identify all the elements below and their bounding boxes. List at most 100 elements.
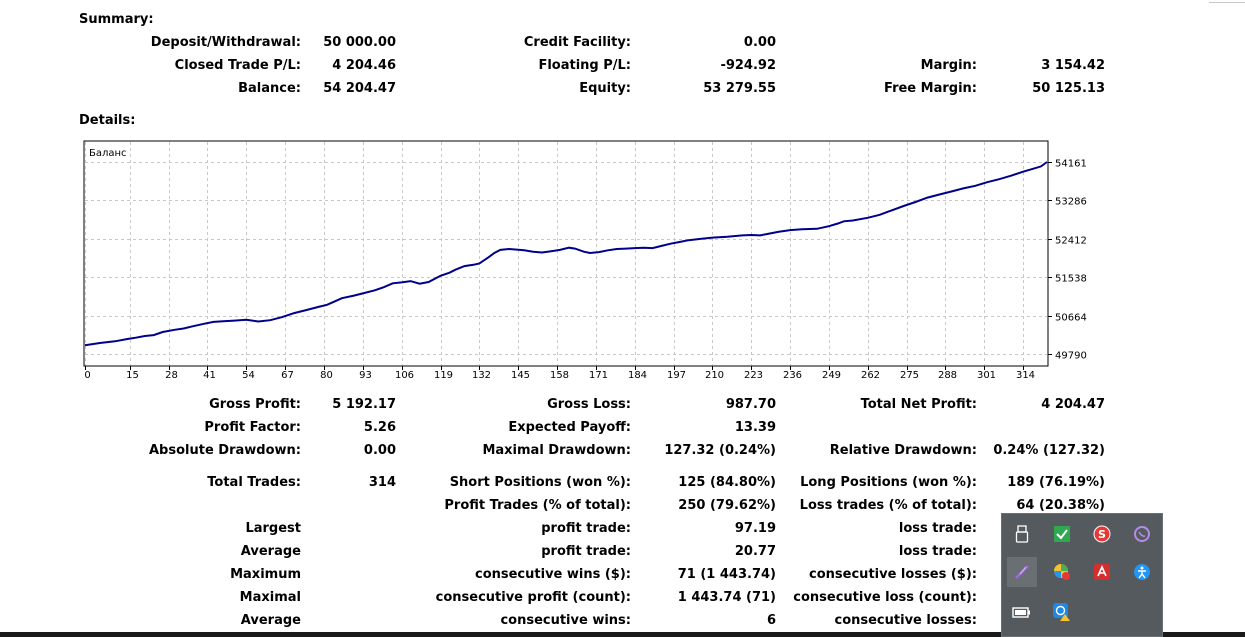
total-net-profit-label: Total Net Profit: — [860, 397, 977, 412]
details-header: Details: — [79, 113, 136, 128]
maximal-cons-loss-label: consecutive loss (count): — [793, 590, 977, 605]
checkmark-icon[interactable] — [1050, 522, 1074, 546]
credit-value: 0.00 — [743, 35, 776, 50]
y-tick-label: 50664 — [1055, 313, 1087, 324]
chart-frame — [83, 140, 1049, 367]
deposit-value: 50 000.00 — [323, 35, 396, 50]
relative-drawdown-label: Relative Drawdown: — [829, 443, 977, 458]
long-positions-value: 189 (76.19%) — [1007, 475, 1105, 490]
average-label: Average — [240, 544, 301, 559]
largest-label: Largest — [245, 521, 301, 536]
acrobat-icon[interactable] — [1090, 560, 1114, 584]
credit-label: Credit Facility: — [523, 35, 631, 50]
system-tray-overflow: S — [1001, 513, 1163, 637]
free-margin-value: 50 125.13 — [1032, 81, 1105, 96]
deposit-label: Deposit/Withdrawal: — [150, 35, 301, 50]
maximum-label: Maximum — [230, 567, 301, 582]
absolute-drawdown-label: Absolute Drawdown: — [149, 443, 301, 458]
maximal-drawdown-label: Maximal Drawdown: — [482, 443, 631, 458]
x-tick-label: 80 — [320, 370, 333, 381]
feather-icon[interactable] — [1007, 557, 1037, 587]
gross-loss-label: Gross Loss: — [547, 397, 631, 412]
max-cons-losses-label: consecutive losses ($): — [809, 567, 977, 582]
y-tick-label: 51538 — [1055, 274, 1087, 285]
balance-label: Balance: — [238, 81, 301, 96]
short-positions-value: 125 (84.80%) — [678, 475, 776, 490]
network-warning-icon[interactable] — [1050, 600, 1074, 624]
avg-cons-wins-value: 6 — [766, 613, 776, 628]
closed-pl-value: 4 204.46 — [332, 58, 396, 73]
antivirus-s-icon[interactable]: S — [1090, 522, 1114, 546]
profit-factor-label: Profit Factor: — [204, 420, 301, 435]
largest-loss-label: loss trade: — [898, 521, 977, 536]
long-positions-label: Long Positions (won %): — [800, 475, 977, 490]
total-trades-label: Total Trades: — [207, 475, 301, 490]
average-loss-label: loss trade: — [898, 544, 977, 559]
x-tick-label: 145 — [511, 370, 530, 381]
max-cons-wins-value: 71 (1 443.74) — [677, 567, 776, 582]
average-cons-label: Average — [240, 613, 301, 628]
equity-value: 53 279.55 — [703, 81, 776, 96]
relative-drawdown-value: 0.24% (127.32) — [993, 443, 1105, 458]
maximal-drawdown-value: 127.32 (0.24%) — [664, 443, 776, 458]
taskbar-edge — [0, 632, 1245, 637]
x-tick-label: 132 — [472, 370, 491, 381]
loss-trades-label: Loss trades (% of total): — [799, 498, 977, 513]
chart-title: Баланс — [89, 148, 127, 159]
floating-pl-label: Floating P/L: — [538, 58, 631, 73]
gross-loss-value: 987.70 — [725, 397, 776, 412]
margin-value: 3 154.42 — [1041, 58, 1105, 73]
accessibility-icon[interactable] — [1130, 560, 1154, 584]
average-profit-label: profit trade: — [541, 544, 631, 559]
x-tick-label: 249 — [822, 370, 841, 381]
x-tick-label: 288 — [938, 370, 957, 381]
x-tick-label: 314 — [1016, 370, 1035, 381]
x-tick-label: 262 — [861, 370, 880, 381]
short-positions-label: Short Positions (won %): — [449, 475, 631, 490]
x-tick-label: 119 — [434, 370, 453, 381]
gross-profit-label: Gross Profit: — [209, 397, 301, 412]
viber-icon[interactable] — [1130, 522, 1154, 546]
largest-profit-value: 97.19 — [734, 521, 776, 536]
balance-chart: Баланс 0 15 28 41 54 67 80 93 106 119 132 145 158 171… — [83, 140, 1087, 381]
gross-profit-value: 5 192.17 — [332, 397, 396, 412]
battery-icon[interactable] — [1010, 600, 1034, 624]
color-wheel-icon[interactable] — [1050, 560, 1074, 584]
usb-icon[interactable] — [1010, 522, 1034, 546]
total-net-profit-value: 4 204.47 — [1041, 397, 1105, 412]
x-tick-label: 184 — [628, 370, 647, 381]
maximal-cons-profit-label: consecutive profit (count): — [435, 590, 631, 605]
expected-payoff-label: Expected Payoff: — [508, 420, 631, 435]
balance-value: 54 204.47 — [323, 81, 396, 96]
total-trades-value: 314 — [368, 475, 396, 490]
balance-series-line — [84, 161, 1048, 347]
x-tick-label: 93 — [359, 370, 372, 381]
y-tick-label: 53286 — [1055, 197, 1087, 208]
x-tick-label: 236 — [783, 370, 802, 381]
x-tick-label: 171 — [589, 370, 608, 381]
maximal-cons-profit-value: 1 443.74 (71) — [677, 590, 776, 605]
loss-trades-value: 64 (20.38%) — [1016, 498, 1105, 513]
top-border-line — [1209, 2, 1245, 3]
expected-payoff-value: 13.39 — [734, 420, 776, 435]
profit-factor-value: 5.26 — [363, 420, 396, 435]
absolute-drawdown-value: 0.00 — [363, 443, 396, 458]
x-tick-label: 67 — [281, 370, 294, 381]
summary-header: Summary: — [79, 12, 154, 27]
maximal-label: Maximal — [239, 590, 301, 605]
margin-label: Margin: — [920, 58, 977, 73]
x-tick-label: 197 — [667, 370, 686, 381]
average-profit-value: 20.77 — [734, 544, 776, 559]
y-tick-label: 54161 — [1055, 159, 1087, 170]
x-tick-label: 275 — [900, 370, 919, 381]
floating-pl-value: -924.92 — [720, 58, 776, 73]
x-tick-label: 210 — [705, 370, 724, 381]
y-tick-label: 49790 — [1055, 351, 1087, 362]
closed-pl-label: Closed Trade P/L: — [174, 58, 301, 73]
x-tick-label: 106 — [395, 370, 414, 381]
svg-text:S: S — [1098, 528, 1106, 541]
x-tick-label: 158 — [550, 370, 569, 381]
profit-trades-label: Profit Trades (% of total): — [444, 498, 631, 513]
x-tick-label: 54 — [242, 370, 255, 381]
x-tick-label: 0 — [84, 370, 90, 381]
